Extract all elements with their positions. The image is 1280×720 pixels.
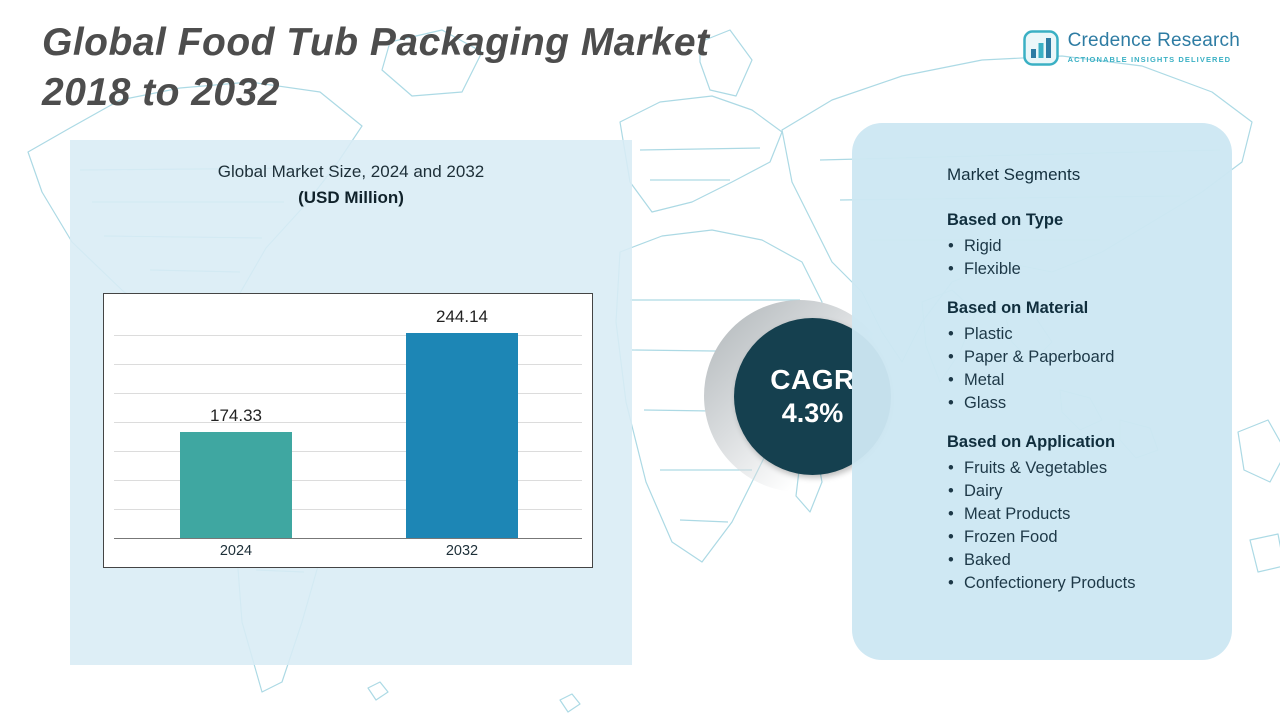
segment-item: Flexible	[947, 258, 1208, 281]
segment-item: Dairy	[947, 480, 1208, 503]
segment-section-material: Based on Material Plastic Paper & Paperb…	[947, 299, 1208, 415]
page-title-line2: 2018 to 2032	[42, 70, 281, 114]
plot-area: 174.33 244.14	[114, 307, 582, 539]
segment-item: Confectionery Products	[947, 572, 1208, 595]
page-title-line1: Global Food Tub Packaging Market	[42, 21, 710, 64]
brand-logo-icon	[1022, 30, 1059, 66]
bar-group-2024: 174.33	[180, 406, 292, 538]
cagr-value: 4.3%	[781, 398, 844, 428]
segment-item: Paper & Paperboard	[947, 346, 1208, 369]
brand-text: Credence Research Actionable Insights De…	[1068, 30, 1240, 64]
segment-heading-material: Based on Material	[947, 299, 1089, 317]
segments-title: Market Segments	[947, 165, 1081, 184]
page-title: Global Food Tub Packaging Market 2018 to…	[42, 18, 802, 118]
cagr-label: CAGR	[770, 364, 855, 395]
segment-heading-application: Based on Application	[947, 433, 1116, 451]
bar-value-2024: 174.33	[210, 406, 262, 425]
segment-section-application: Based on Application Fruits & Vegetables…	[947, 433, 1208, 595]
x-axis-labels: 2024 2032	[114, 543, 582, 565]
bar-group-2032: 244.14	[406, 307, 518, 538]
segment-section-type: Based on Type Rigid Flexible	[947, 211, 1208, 281]
segment-item: Metal	[947, 369, 1208, 392]
brand-tagline: Actionable Insights Delivered	[1067, 55, 1232, 64]
chart-panel: Global Market Size, 2024 and 2032 (USD M…	[70, 140, 632, 665]
brand-name: Credence Research	[1067, 30, 1240, 51]
segment-item: Meat Products	[947, 503, 1208, 526]
segment-item: Glass	[947, 392, 1208, 415]
segment-item: Baked	[947, 549, 1208, 572]
bar-rect-2032: 244.14	[406, 307, 518, 538]
bar-value-2032: 244.14	[436, 307, 488, 326]
x-label-2032: 2032	[445, 543, 479, 559]
segment-item: Plastic	[947, 323, 1208, 346]
segment-item: Rigid	[947, 235, 1208, 258]
bar-chart: 174.33 244.14 2024 2032	[103, 293, 593, 568]
segments-panel: Market Segments Based on Type Rigid Flex…	[852, 123, 1232, 660]
brand-logo: Credence Research Actionable Insights De…	[1022, 30, 1240, 66]
chart-subtitle: (USD Million)	[298, 188, 404, 207]
chart-title: Global Market Size, 2024 and 2032	[217, 162, 485, 181]
segment-heading-type: Based on Type	[947, 211, 1064, 229]
x-label-2024: 2024	[219, 543, 253, 559]
segment-item: Frozen Food	[947, 526, 1208, 549]
bar-rect-2024: 174.33	[180, 406, 292, 538]
segment-item: Fruits & Vegetables	[947, 457, 1208, 480]
